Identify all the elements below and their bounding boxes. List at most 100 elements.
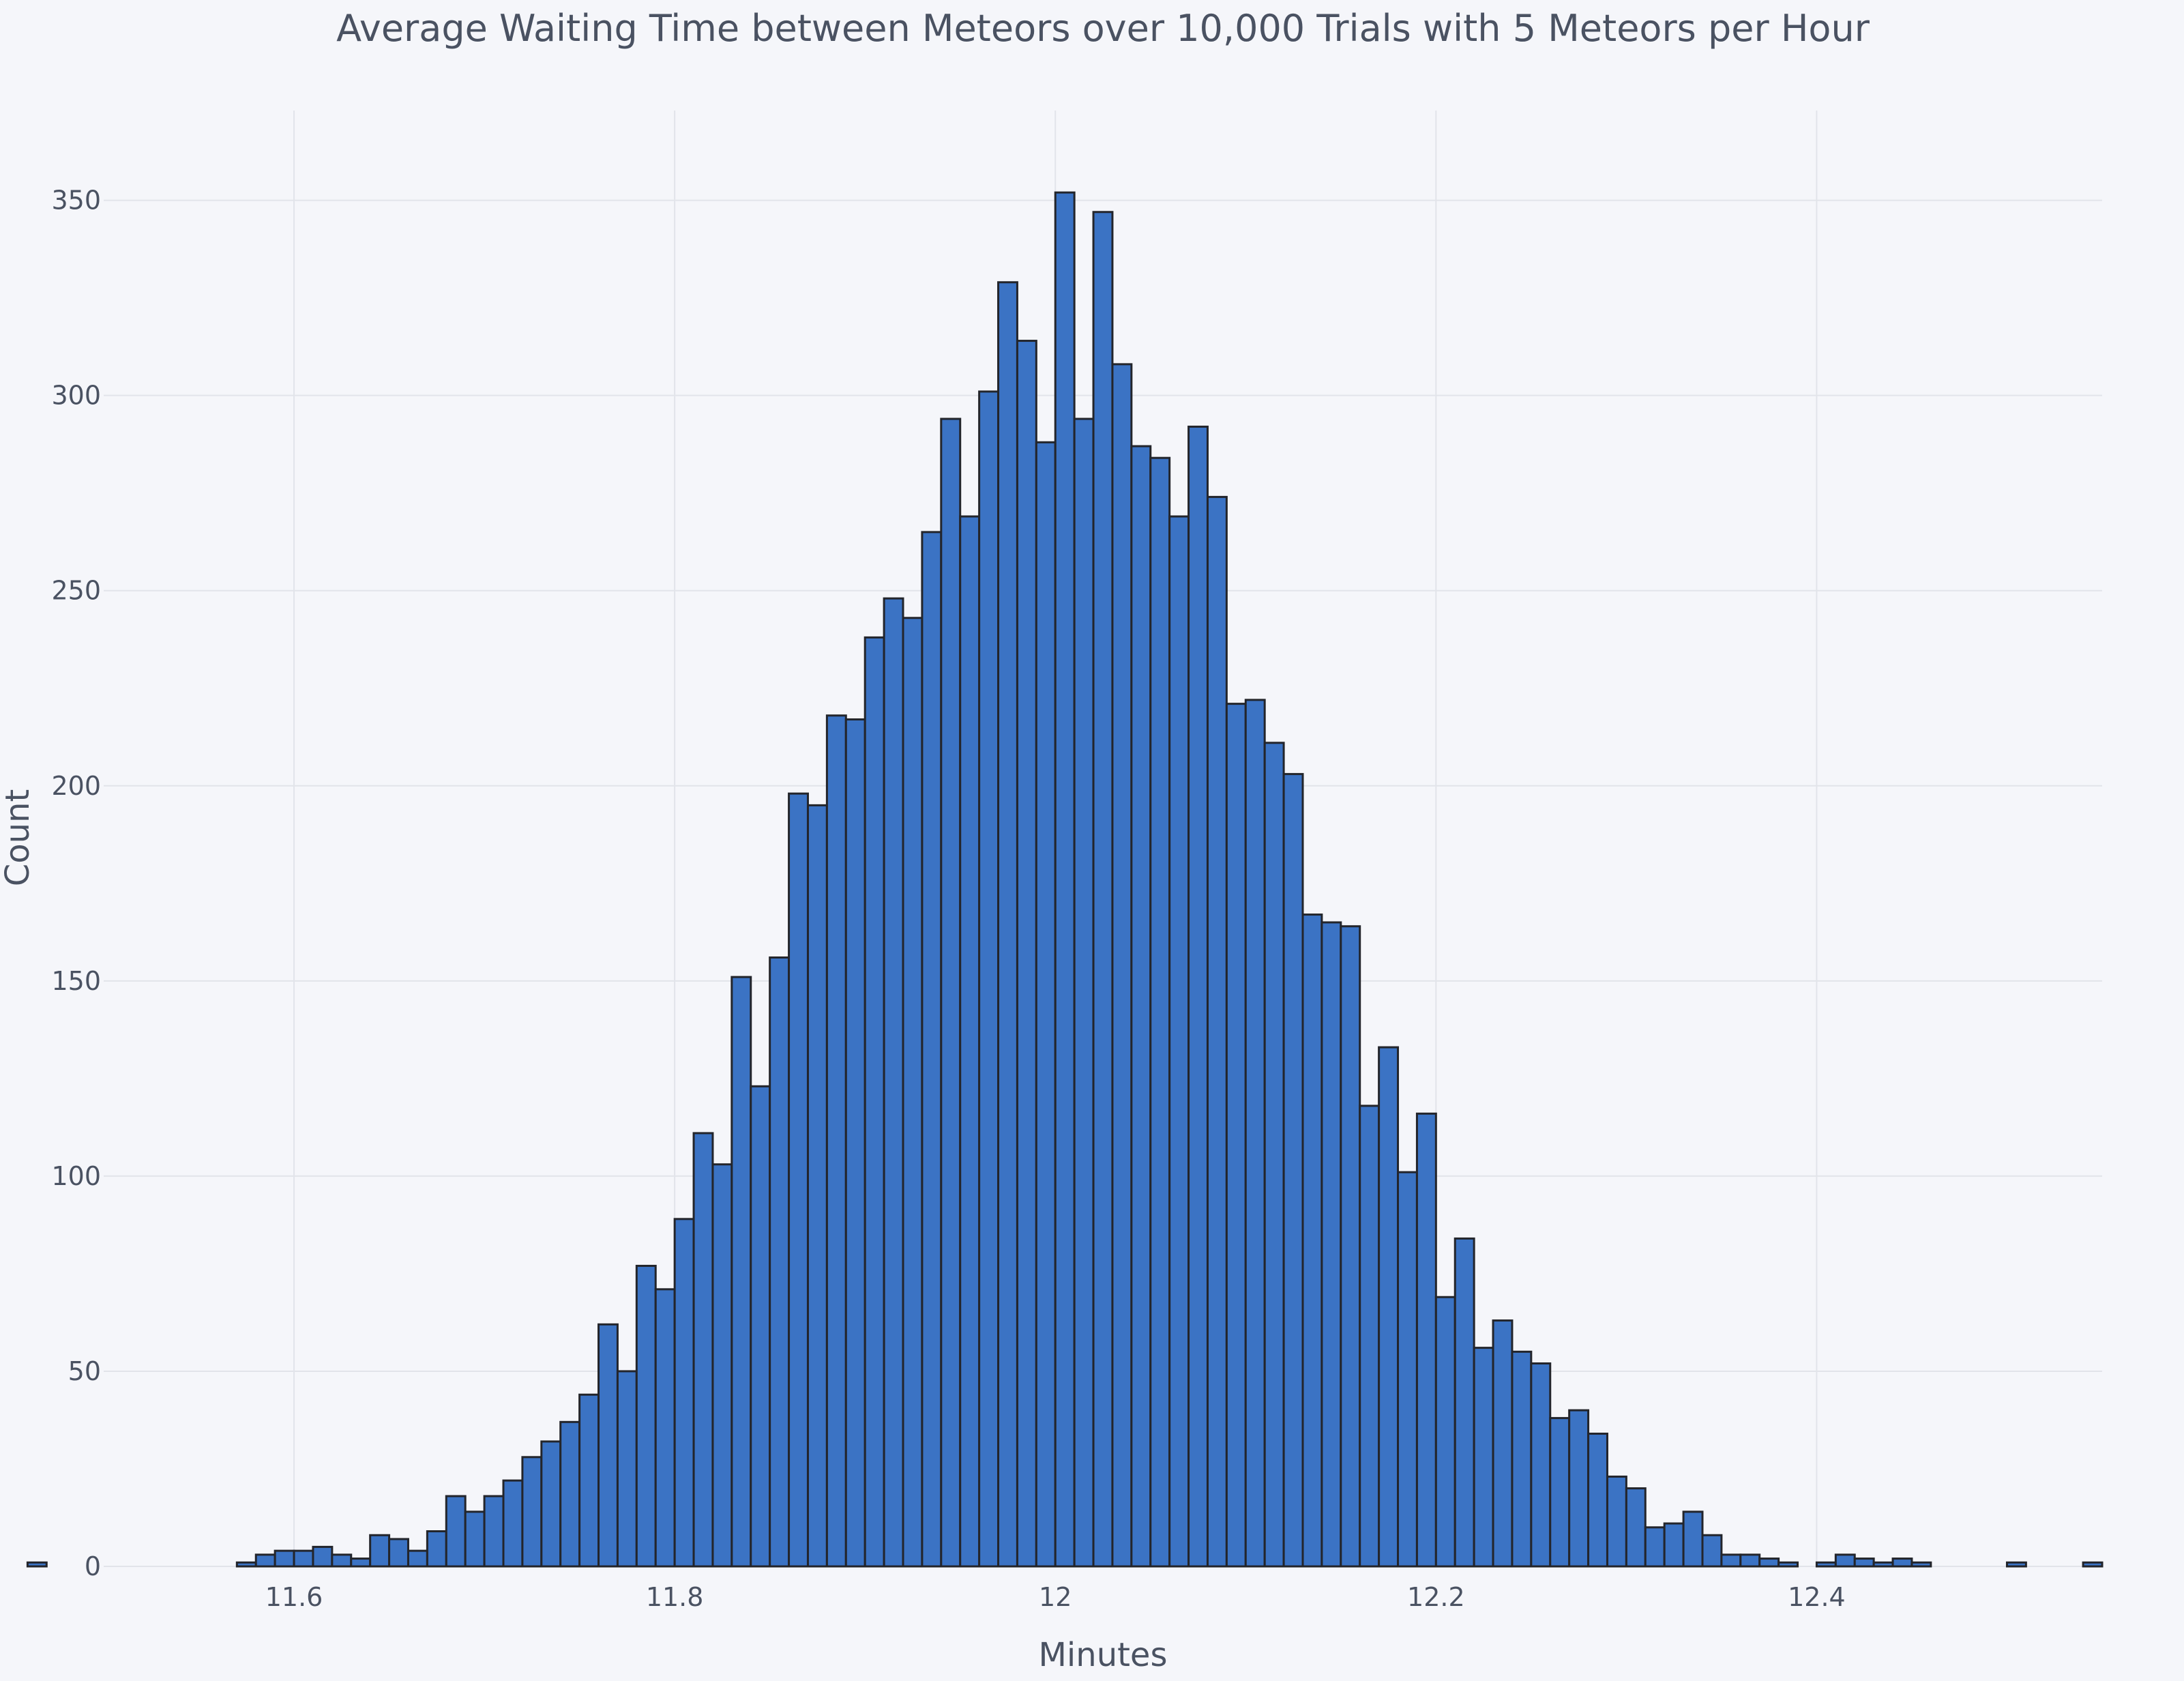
histogram-bar bbox=[616, 1370, 638, 1568]
histogram-bar bbox=[1073, 418, 1095, 1568]
histogram-bar bbox=[1682, 1510, 1704, 1568]
histogram-bar bbox=[445, 1495, 467, 1568]
histogram-bar bbox=[750, 1085, 771, 1568]
histogram-bar bbox=[1511, 1350, 1533, 1568]
histogram-bar bbox=[692, 1132, 714, 1568]
histogram-bar bbox=[578, 1393, 600, 1568]
histogram-bar bbox=[1282, 773, 1304, 1568]
histogram-bar bbox=[921, 531, 943, 1568]
histogram-bar bbox=[1453, 1237, 1475, 1568]
x-tick-label: 12.4 bbox=[1788, 1582, 1846, 1612]
x-axis-ticks: 11.6 11.8 12 12.2 12.4 bbox=[265, 1582, 1846, 1612]
histogram-bar bbox=[883, 597, 904, 1568]
histogram-bar bbox=[711, 1163, 733, 1568]
histogram-bar bbox=[825, 714, 847, 1568]
histogram-bar bbox=[1168, 515, 1190, 1568]
histogram-bar bbox=[464, 1510, 486, 1568]
histogram-bar bbox=[1378, 1046, 1400, 1568]
histogram-bar bbox=[369, 1534, 391, 1568]
histogram-bar bbox=[483, 1495, 505, 1568]
histogram-bar bbox=[997, 281, 1018, 1568]
y-axis-ticks: 0 50 100 150 200 250 300 350 bbox=[51, 186, 101, 1581]
histogram-bar bbox=[26, 1561, 48, 1568]
histogram-bar bbox=[769, 956, 791, 1568]
histogram-bar bbox=[1568, 1409, 1590, 1568]
histogram-bar bbox=[1187, 425, 1209, 1568]
histogram-bar bbox=[1853, 1558, 1875, 1568]
histogram-bar bbox=[1111, 363, 1133, 1568]
histogram-bar bbox=[1149, 456, 1171, 1568]
histogram-bar bbox=[559, 1420, 581, 1568]
histogram-bar bbox=[673, 1218, 695, 1568]
histogram-bar bbox=[426, 1530, 447, 1568]
histogram-bar bbox=[1473, 1347, 1494, 1568]
histogram-bar bbox=[1834, 1553, 1856, 1568]
histogram-bar bbox=[521, 1456, 543, 1568]
x-axis-title: Minutes bbox=[1039, 1636, 1168, 1674]
histogram-bar bbox=[1587, 1432, 1608, 1568]
histogram-bar bbox=[1891, 1558, 1913, 1568]
histogram-bar bbox=[731, 976, 752, 1568]
y-tick-label: 50 bbox=[68, 1356, 101, 1386]
histogram-bar bbox=[1415, 1112, 1437, 1568]
y-tick-label: 100 bbox=[51, 1161, 101, 1191]
histogram-bar bbox=[806, 804, 828, 1568]
histogram-bar bbox=[597, 1323, 619, 1568]
histogram-bar bbox=[654, 1288, 676, 1568]
histogram-bar bbox=[1777, 1561, 1799, 1568]
x-tick-label: 12.2 bbox=[1407, 1582, 1465, 1612]
histogram-bar bbox=[1434, 1296, 1456, 1568]
histogram-bar bbox=[788, 792, 809, 1568]
histogram-bar bbox=[1016, 340, 1037, 1568]
y-tick-label: 350 bbox=[51, 186, 101, 216]
histogram-bar bbox=[540, 1440, 562, 1568]
histogram-bar bbox=[2082, 1561, 2104, 1568]
y-tick-label: 250 bbox=[51, 576, 101, 606]
histogram-bar bbox=[1549, 1417, 1571, 1568]
histogram-bar bbox=[844, 718, 866, 1568]
histogram-bar bbox=[864, 636, 885, 1568]
histogram-bars bbox=[26, 191, 2104, 1568]
histogram-bar bbox=[1092, 211, 1114, 1568]
histogram-bar bbox=[902, 617, 924, 1568]
histogram-bar bbox=[1606, 1475, 1627, 1568]
histogram-bar bbox=[502, 1479, 524, 1568]
y-tick-label: 200 bbox=[51, 771, 101, 801]
chart-title: Average Waiting Time between Meteors ove… bbox=[336, 7, 1870, 50]
histogram-bar bbox=[254, 1553, 276, 1568]
histogram-bar bbox=[1244, 699, 1266, 1568]
x-tick-label: 11.6 bbox=[265, 1582, 323, 1612]
histogram-bar bbox=[312, 1545, 334, 1568]
histogram-bar bbox=[2005, 1561, 2027, 1568]
histogram-bar bbox=[1263, 742, 1285, 1568]
histogram-bar bbox=[1758, 1558, 1780, 1568]
y-axis-title: Count bbox=[0, 789, 37, 887]
histogram-bar bbox=[388, 1538, 409, 1568]
histogram-bar bbox=[635, 1264, 657, 1568]
y-tick-label: 0 bbox=[85, 1551, 101, 1581]
histogram-bar bbox=[1815, 1561, 1837, 1568]
histogram-bar bbox=[1872, 1561, 1894, 1568]
histogram-bar bbox=[293, 1549, 314, 1568]
histogram-bar bbox=[1492, 1319, 1514, 1568]
histogram-bar bbox=[1720, 1553, 1742, 1568]
histogram-bar bbox=[1910, 1561, 1932, 1568]
histogram-bar bbox=[1530, 1362, 1552, 1568]
histogram-bar bbox=[1301, 913, 1323, 1568]
histogram-bar bbox=[1397, 1171, 1418, 1568]
histogram-bar bbox=[1130, 445, 1152, 1568]
histogram-bar bbox=[1225, 703, 1247, 1568]
x-tick-label: 11.8 bbox=[646, 1582, 704, 1612]
histogram-bar bbox=[1035, 441, 1057, 1568]
histogram-bar bbox=[978, 390, 1000, 1568]
histogram-bar bbox=[1663, 1522, 1685, 1568]
histogram-bar bbox=[1320, 921, 1342, 1568]
histogram-bar bbox=[350, 1558, 372, 1568]
y-tick-label: 300 bbox=[51, 381, 101, 411]
histogram-bar bbox=[1739, 1553, 1761, 1568]
histogram-bar bbox=[959, 515, 981, 1568]
histogram-bar bbox=[1625, 1487, 1647, 1568]
histogram-bar bbox=[274, 1549, 295, 1568]
histogram-bar bbox=[1206, 495, 1228, 1568]
